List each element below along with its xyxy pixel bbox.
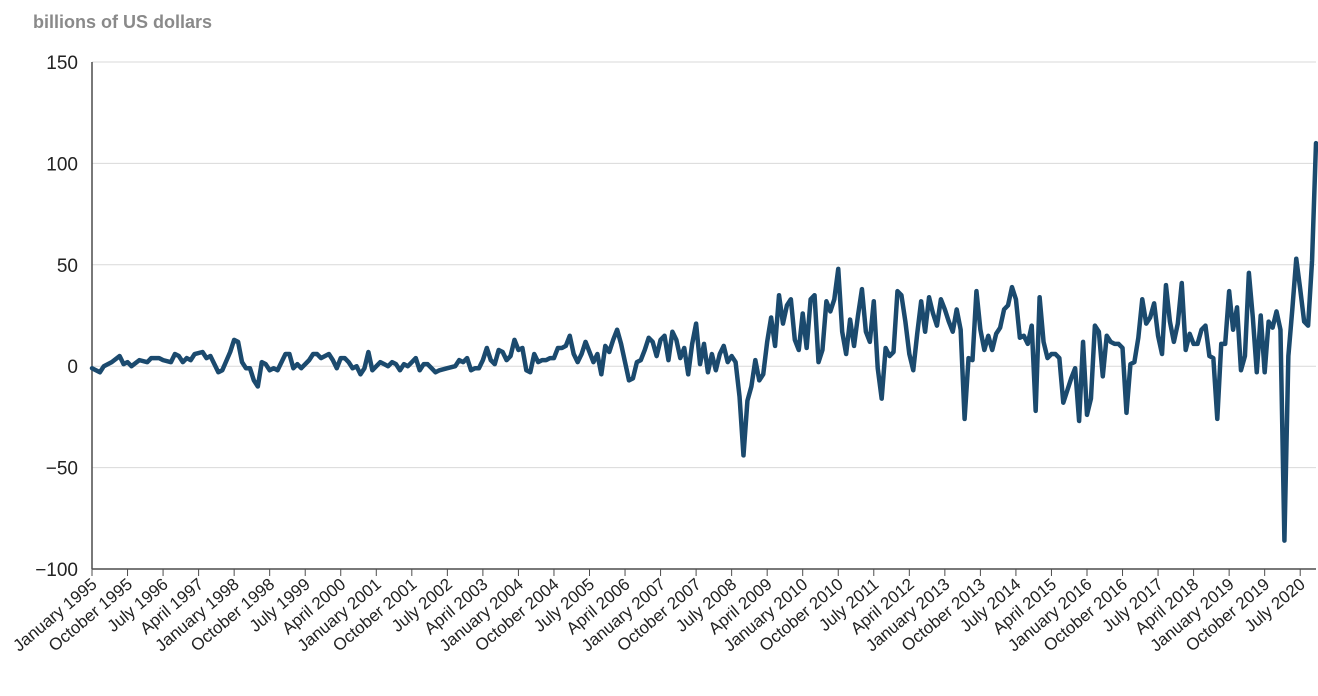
y-axis-ticks: 150 100 50 0 −50 −100 <box>35 53 78 581</box>
y-tick-label: 150 <box>46 53 78 74</box>
y-tick-label: 0 <box>67 357 78 378</box>
gridlines <box>92 61 1316 469</box>
series-group <box>89 140 1318 543</box>
series-line <box>89 140 1318 543</box>
axes <box>91 62 1316 570</box>
y-tick-label: 100 <box>46 154 78 175</box>
y-tick-label: −50 <box>46 459 78 480</box>
y-tick-label: −100 <box>35 560 78 581</box>
y-tick-label: 50 <box>57 256 78 277</box>
y-axis-unit-label: billions of US dollars <box>33 12 213 32</box>
